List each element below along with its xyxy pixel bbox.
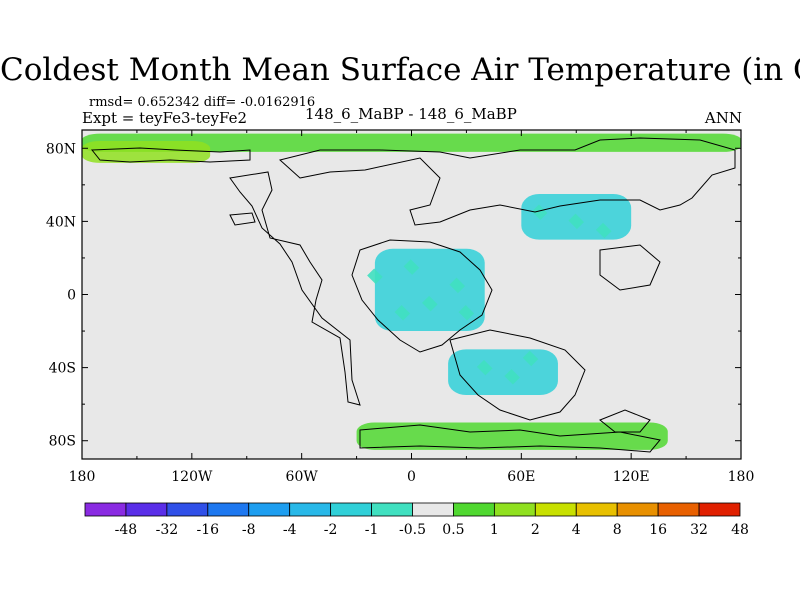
anomaly-speck-8 [595,222,612,239]
anomaly-speck-5 [458,304,475,321]
colorbar-label: -32 [156,522,179,538]
colorbar-label: 48 [731,522,749,538]
anomaly-speck-10 [504,368,520,385]
colorbar-swatch [412,502,454,517]
anomaly-region-north-polar-band [82,133,741,152]
anomaly-speck-4 [394,304,411,321]
colorbar-label: -0.5 [399,522,426,538]
colorbar-swatch [575,502,618,517]
colorbar-swatch [657,502,700,517]
x-tick-label: 180 [728,469,755,485]
colorbar-swatch [248,502,291,517]
colorbar-swatch [453,502,495,517]
coastline-2 [351,239,493,353]
colorbar-swatch [330,502,372,517]
season-label: ANN [704,109,742,127]
colorbar-label: 8 [613,522,622,538]
y-tick-label: 80S [49,434,76,450]
coastline-8 [229,212,256,226]
anomaly-region-north-pacific-warm [82,140,211,163]
x-tick-label: 60W [286,469,319,485]
colorbar-swatch [698,502,741,517]
x-tick-label: 120E [613,469,650,485]
coastline-3 [449,329,586,421]
anomaly-speck-3 [449,277,466,294]
colorbar-swatch [207,502,250,517]
y-tick-label: 40N [46,214,76,230]
coastline-5 [359,424,661,453]
y-tick-label: 80N [46,141,76,157]
colorbar-label: 32 [690,522,708,538]
colorbar-swatch [84,502,127,517]
colorbar-swatch [166,502,209,517]
colorbar-swatch [616,502,659,517]
coastline-7 [599,409,651,433]
coastline-0 [229,171,361,406]
colorbar-label: -48 [115,522,138,538]
x-tick-label: 60E [507,469,535,485]
y-tick-label: 40S [49,361,76,377]
anomaly-region-southern-landmass-cool [448,349,558,396]
anomaly-speck-1 [403,259,420,275]
anomaly-region-antarctic-warm [356,422,668,450]
colorbar-label: -8 [242,522,256,538]
colorbar-swatch [371,502,413,517]
colorbar-label: 4 [572,522,581,538]
chart-title: Coldest Month Mean Surface Air Temperatu… [0,52,800,88]
anomaly-speck-7 [568,213,585,230]
x-tick-label: 120W [171,469,213,485]
colorbar-swatch [125,502,168,517]
stats-text: rmsd= 0.652342 diff= -0.0162916 [89,95,316,110]
anomaly-speck-0 [367,268,383,285]
colorbar-label: -4 [283,522,297,538]
colorbar-label: 16 [649,522,667,538]
anomaly-speck-11 [522,350,539,367]
colorbar-label: 1 [490,522,499,538]
colorbar-label: -2 [324,522,338,538]
colorbar-label: 2 [531,522,540,538]
colorbar-label: 0.5 [442,522,464,538]
anomaly-speck-2 [422,295,438,312]
coastline-4 [599,244,661,291]
colorbar-swatch [289,502,332,517]
colorbar-swatch [534,502,577,517]
colorbar-swatch [493,502,536,517]
coastline-6 [90,147,251,163]
x-tick-label: 180 [69,469,96,485]
colorbar-label: -16 [197,522,220,538]
axis-layer: 180 120W 60W 0 60E 120E 180 80N 40N 0 40S 80S [46,130,754,485]
anomaly-speck-9 [476,359,493,376]
experiment-label: Expt = teyFe3-teyFe2 [82,109,247,127]
colorbar-label: -1 [365,522,379,538]
y-tick-label: 0 [67,288,76,304]
anomaly-speck-6 [531,204,548,221]
map-layer [81,129,742,460]
colorbar: -48 -32 -16 -8 -4 -2 -1 -0.5 0.5 1 2 4 8 16 32 48 [84,502,749,538]
coastline-1 [278,137,736,226]
x-tick-label: 0 [407,469,416,485]
period-label: 148_6_MaBP - 148_6_MaBP [305,105,517,123]
